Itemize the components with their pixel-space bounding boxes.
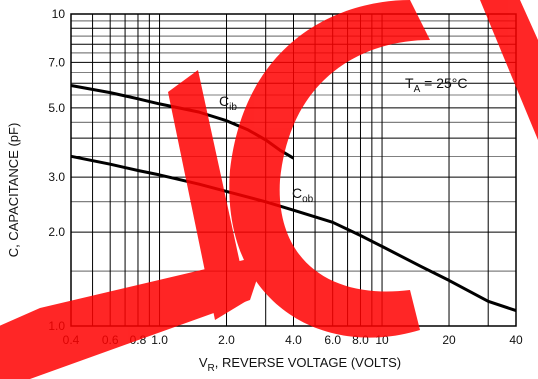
x-tick-label: 40 (509, 333, 523, 347)
x-tick-label: 20 (442, 333, 456, 347)
y-tick-label: 2.0 (48, 225, 65, 239)
x-tick-label: 4.0 (285, 333, 302, 347)
temperature-annotation: TA = 25°C (405, 75, 467, 95)
x-tick-label: 2.0 (218, 333, 235, 347)
y-axis-title: C, CAPACITANCE (pF) (6, 123, 21, 258)
x-tick-label: 6.0 (324, 333, 341, 347)
x-tick-label: 1.0 (151, 333, 168, 347)
y-tick-label: 10 (52, 7, 66, 21)
series-label-cob: Cob (292, 185, 314, 205)
series-label-cib: Cib (219, 93, 237, 113)
x-axis-title: VR, REVERSE VOLTAGE (VOLTS) (199, 355, 401, 374)
y-tick-label: 3.0 (48, 170, 65, 184)
y-tick-label: 5.0 (48, 101, 65, 115)
series-line-cob (70, 154, 517, 313)
y-tick-label: 7.0 (48, 55, 65, 69)
plot-frame (70, 13, 517, 327)
